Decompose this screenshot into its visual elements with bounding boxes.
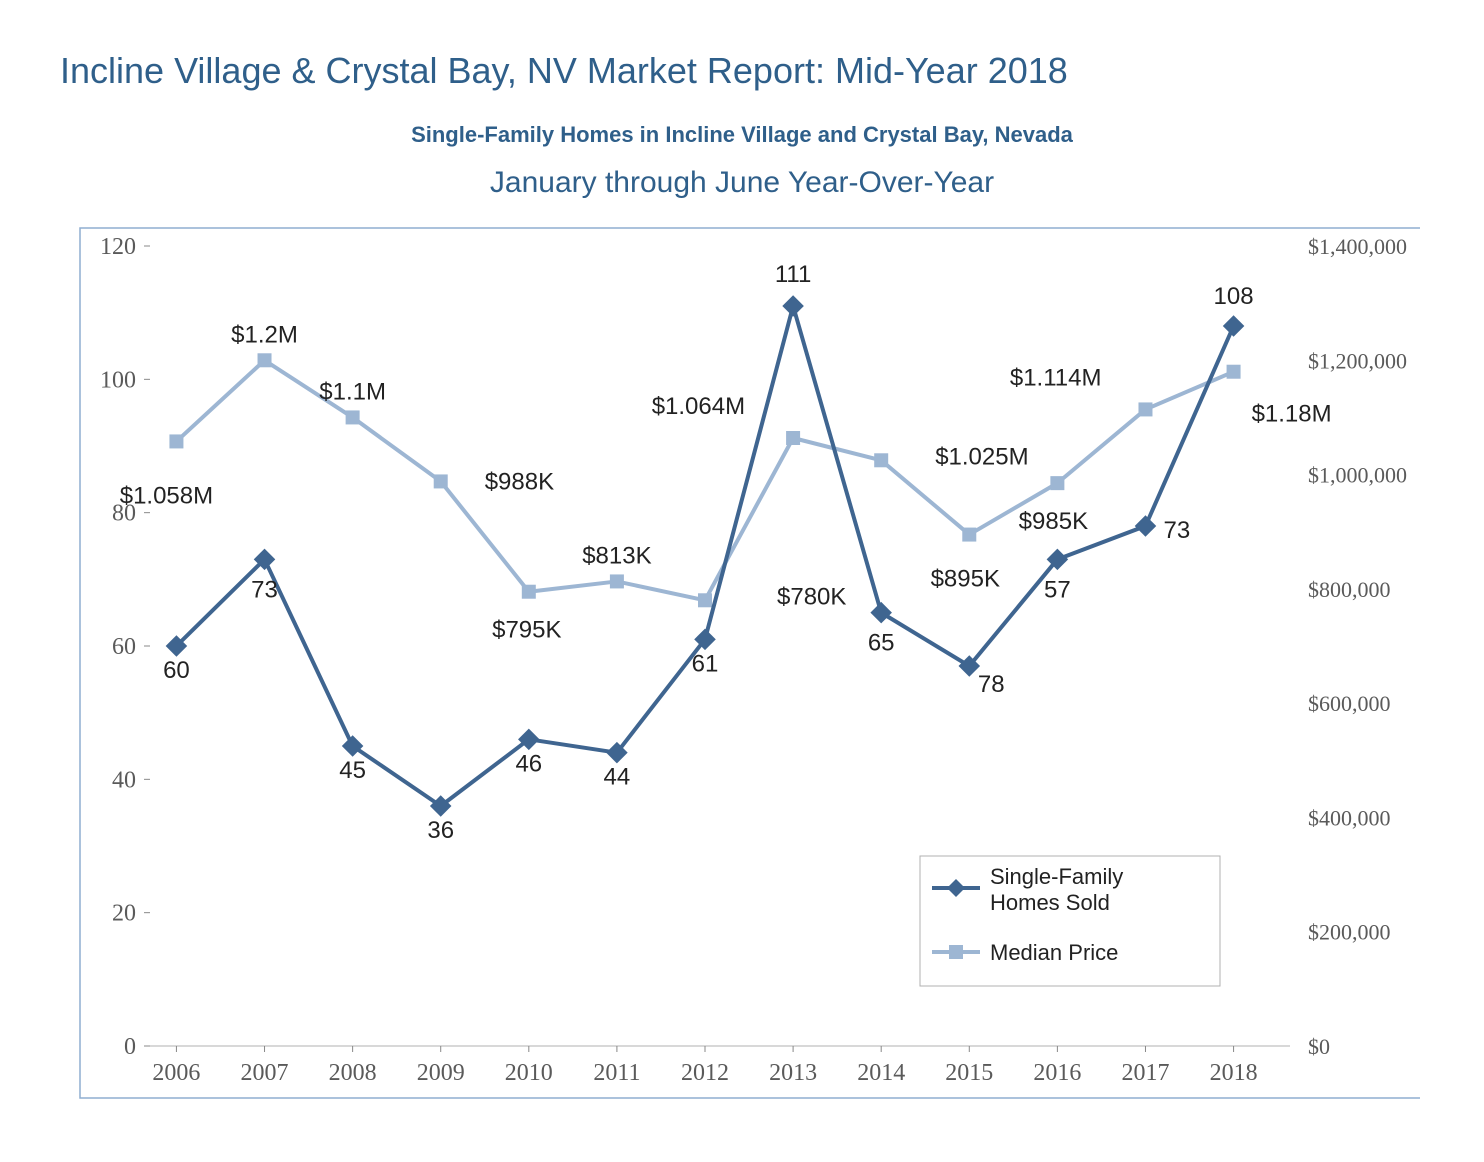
- square-marker: [258, 353, 272, 367]
- x-tick: 2007: [241, 1060, 289, 1086]
- market-chart: 020406080100120$0$200,000$400,000$600,00…: [60, 216, 1424, 1116]
- data-label: $1.1M: [319, 378, 386, 405]
- legend-label: Homes Sold: [990, 890, 1110, 915]
- y-left-tick: 120: [100, 234, 136, 260]
- data-label: $795K: [492, 617, 561, 644]
- square-marker: [874, 453, 888, 467]
- y-right-tick: $1,400,000: [1308, 234, 1407, 259]
- y-right-tick: $0: [1308, 1034, 1330, 1059]
- data-label: 60: [163, 657, 190, 684]
- data-label: 111: [775, 261, 811, 288]
- data-label: 108: [1214, 283, 1254, 310]
- data-label: $1.058M: [120, 482, 213, 509]
- chart-svg: 020406080100120$0$200,000$400,000$600,00…: [60, 216, 1420, 1116]
- data-label: 44: [604, 764, 631, 791]
- data-label: 73: [1163, 517, 1190, 544]
- x-tick: 2016: [1033, 1060, 1081, 1086]
- data-label: 78: [978, 671, 1005, 698]
- square-marker: [962, 528, 976, 542]
- data-label: $1.18M: [1252, 401, 1332, 428]
- page-title: Incline Village & Crystal Bay, NV Market…: [60, 50, 1424, 92]
- y-right-tick: $800,000: [1308, 577, 1391, 602]
- square-marker: [522, 585, 536, 599]
- square-marker: [1227, 365, 1241, 379]
- data-label: $985K: [1019, 508, 1088, 535]
- data-label: 65: [868, 630, 895, 657]
- x-tick: 2018: [1210, 1060, 1258, 1086]
- x-tick: 2009: [417, 1060, 465, 1086]
- square-marker: [1050, 476, 1064, 490]
- square-marker: [786, 431, 800, 445]
- data-label: 73: [251, 576, 278, 603]
- y-right-tick: $1,000,000: [1308, 463, 1407, 488]
- data-label: $1.025M: [935, 443, 1028, 470]
- x-tick: 2012: [681, 1060, 729, 1086]
- legend-square-icon: [949, 945, 963, 959]
- x-tick: 2014: [857, 1060, 905, 1086]
- square-marker: [698, 593, 712, 607]
- data-label: 46: [515, 750, 542, 777]
- x-tick: 2006: [152, 1060, 200, 1086]
- x-tick: 2017: [1121, 1060, 1169, 1086]
- square-marker: [434, 474, 448, 488]
- legend-label: Median Price: [990, 940, 1118, 965]
- x-tick: 2011: [593, 1060, 640, 1086]
- square-marker: [346, 410, 360, 424]
- data-label: $780K: [777, 583, 846, 610]
- data-label: $1.114M: [1010, 364, 1102, 391]
- y-right-tick: $200,000: [1308, 920, 1391, 945]
- square-marker: [169, 434, 183, 448]
- data-label: 36: [427, 817, 454, 844]
- square-marker: [1138, 402, 1152, 416]
- x-tick: 2015: [945, 1060, 993, 1086]
- data-label: $1.2M: [231, 321, 298, 348]
- chart-subtitle: Single-Family Homes in Incline Village a…: [60, 122, 1424, 148]
- y-left-tick: 40: [112, 767, 136, 793]
- x-tick: 2010: [505, 1060, 553, 1086]
- legend-label: Single-Family: [990, 864, 1123, 889]
- data-label: $1.064M: [652, 393, 745, 420]
- data-label: $988K: [485, 468, 554, 495]
- data-label: 57: [1044, 576, 1071, 603]
- data-label: $895K: [931, 566, 1000, 593]
- y-left-tick: 100: [100, 367, 136, 393]
- data-label: 61: [692, 650, 719, 677]
- y-right-tick: $600,000: [1308, 691, 1391, 716]
- square-marker: [610, 574, 624, 588]
- x-tick: 2008: [329, 1060, 377, 1086]
- y-right-tick: $400,000: [1308, 805, 1391, 830]
- chart-subtitle-2: January through June Year-Over-Year: [60, 166, 1424, 200]
- data-label: $813K: [582, 542, 651, 569]
- y-left-tick: 60: [112, 634, 136, 660]
- y-left-tick: 20: [112, 901, 136, 927]
- y-left-tick: 0: [124, 1034, 136, 1060]
- data-label: 45: [339, 757, 366, 784]
- y-right-tick: $1,200,000: [1308, 348, 1407, 373]
- x-tick: 2013: [769, 1060, 817, 1086]
